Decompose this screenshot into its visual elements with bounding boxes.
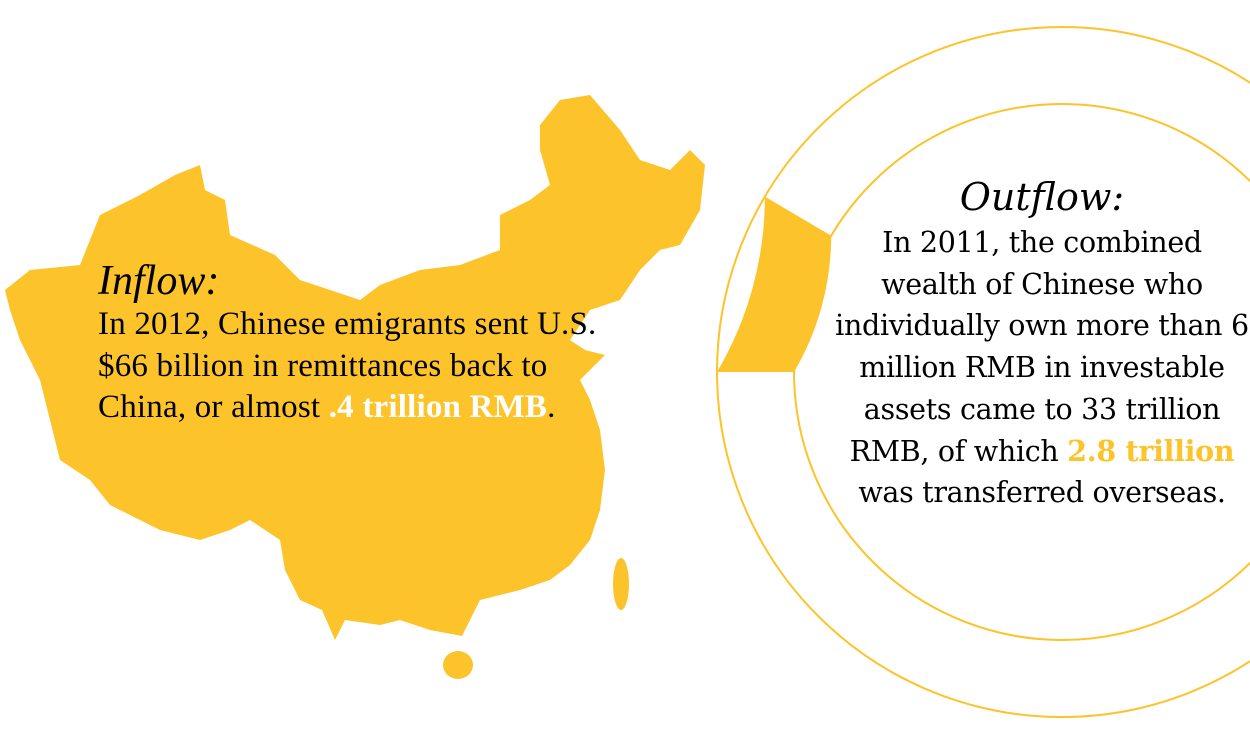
inflow-text-block: Inflow: In 2012, Chinese emigrants sent … bbox=[98, 258, 618, 429]
inflow-highlight: .4 trillion RMB bbox=[328, 389, 548, 426]
inflow-body-end: . bbox=[547, 389, 556, 426]
outflow-ring bbox=[716, 26, 1250, 718]
outflow-body-end: was transferred overseas. bbox=[858, 476, 1226, 510]
outflow-body: In 2011, the combined wealth of Chinese … bbox=[832, 222, 1250, 514]
outflow-body-text: In 2011, the combined wealth of Chinese … bbox=[835, 226, 1249, 468]
inner-ring-circle bbox=[793, 103, 1250, 641]
inflow-body: In 2012, Chinese emigrants sent U.S. $66… bbox=[98, 304, 618, 429]
china-mainland-shape bbox=[5, 95, 705, 640]
china-map bbox=[5, 95, 705, 679]
outflow-text-block: Outflow: In 2011, the combined wealth of… bbox=[832, 172, 1250, 514]
inflow-title: Inflow: bbox=[98, 258, 220, 304]
inflow-body-text: In 2012, Chinese emigrants sent U.S. $66… bbox=[98, 306, 597, 426]
taiwan-shape bbox=[613, 558, 629, 610]
transferred-share-segment bbox=[717, 196, 832, 372]
hainan-shape bbox=[443, 651, 473, 679]
outflow-highlight: 2.8 trillion bbox=[1067, 433, 1235, 468]
outer-ring-circle bbox=[716, 26, 1250, 718]
outflow-title: Outflow: bbox=[959, 175, 1125, 219]
